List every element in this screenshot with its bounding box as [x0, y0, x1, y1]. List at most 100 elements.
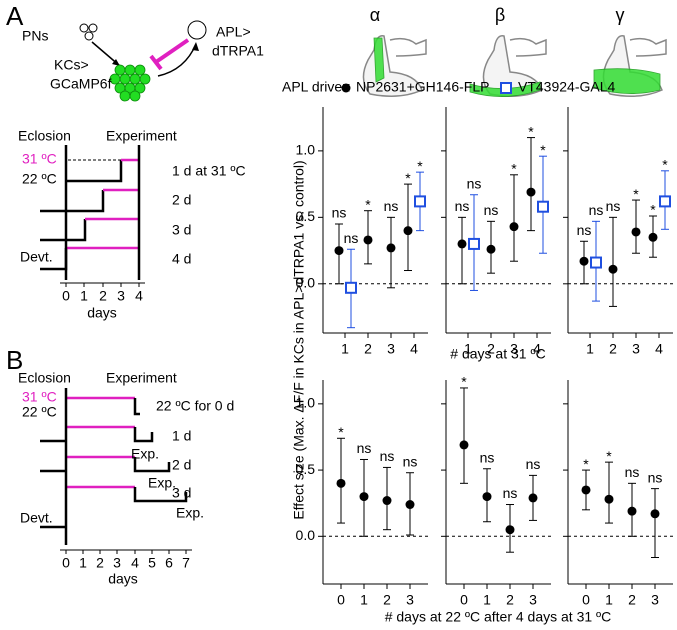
day-tick: 0 — [62, 555, 70, 571]
significance-label: * — [365, 196, 371, 212]
significance-label: ns — [589, 202, 604, 218]
significance-label: * — [606, 448, 612, 464]
point — [359, 492, 369, 502]
row-label: 1 d at 31 ºC — [172, 163, 246, 179]
experiment-label: Experiment — [106, 370, 177, 386]
day-tick: 6 — [165, 555, 173, 571]
kc-label: GCaMP6f — [50, 76, 112, 92]
days-label: days — [108, 571, 138, 587]
eclosion-label: Eclosion — [18, 128, 71, 144]
panel-label: B — [6, 345, 23, 375]
point — [631, 227, 641, 237]
point — [505, 525, 515, 535]
significance-label: * — [662, 157, 668, 173]
significance-label: ns — [332, 205, 347, 221]
significance-label: ns — [455, 198, 470, 214]
mb-icons — [362, 35, 667, 97]
point — [336, 478, 346, 488]
point — [526, 187, 536, 197]
x-tick-label: 2 — [506, 592, 514, 608]
point — [457, 239, 467, 249]
x-tick-label: 2 — [628, 592, 636, 608]
x-tick-label: 2 — [487, 341, 495, 357]
point — [334, 246, 344, 256]
significance-label: ns — [484, 202, 499, 218]
legend-marker — [500, 82, 512, 94]
row-label: 2 d — [172, 457, 191, 473]
x-axis-label: # days at 31 ºC — [450, 346, 545, 362]
point — [405, 500, 415, 510]
x-tick-label: 0 — [582, 592, 590, 608]
pns-label: PNs — [22, 28, 48, 44]
column-title: β — [495, 5, 505, 25]
mb-outline — [629, 37, 667, 57]
inhibition — [154, 38, 190, 64]
devt-label: Devt. — [20, 249, 53, 265]
y-tick-label: 0.0 — [296, 275, 316, 291]
exp-label: Exp. — [148, 475, 176, 491]
significance-label: * — [461, 374, 467, 390]
mb-lobe-highlight — [373, 37, 385, 83]
column-title: α — [370, 5, 380, 25]
x-tick-label: 4 — [410, 341, 418, 357]
point — [608, 264, 618, 274]
day-tick: 2 — [96, 555, 104, 571]
mb-lobe-highlight — [593, 68, 661, 94]
legend-label: VT43924-GAL4 — [518, 79, 615, 95]
days-axis — [60, 282, 145, 287]
day-tick: 1 — [80, 288, 88, 304]
x-tick-label: 3 — [387, 341, 395, 357]
point — [648, 232, 658, 242]
significance-label: * — [540, 142, 546, 158]
x-tick-label: 2 — [609, 341, 617, 357]
x-tick-label: 1 — [464, 341, 472, 357]
point — [627, 506, 637, 516]
y-tick-label: 0.5 — [296, 208, 316, 224]
apl-label: APL> — [216, 24, 251, 40]
exp-label: Exp. — [131, 446, 159, 462]
point — [659, 195, 671, 208]
x-tick-label: 1 — [360, 592, 368, 608]
cool-label: 22 ºC — [22, 404, 57, 420]
point — [528, 493, 538, 503]
x-tick-label: 3 — [406, 592, 414, 608]
significance-label: ns — [403, 453, 418, 469]
significance-label: * — [405, 170, 411, 186]
column-title: γ — [616, 5, 625, 25]
apl-cell — [187, 20, 207, 40]
significance-label: ns — [577, 222, 592, 238]
x-tick-label: 0 — [460, 592, 468, 608]
significance-label: ns — [384, 198, 399, 214]
x-axis-label: # days at 22 ºC after 4 days at 31 ºC — [385, 609, 612, 625]
significance-label: ns — [380, 448, 395, 464]
mb-outline — [509, 37, 547, 57]
devt-label: Devt. — [20, 510, 53, 526]
point — [581, 485, 591, 495]
significance-label: ns — [625, 464, 640, 480]
x-tick-label: 2 — [383, 592, 391, 608]
significance-label: ns — [526, 456, 541, 472]
significance-label: * — [583, 456, 589, 472]
apl-label: dTRPA1 — [212, 43, 264, 59]
x-tick-label: 0 — [337, 592, 345, 608]
hot-label: 31 ºC — [22, 151, 57, 167]
cool-label: 22 ºC — [22, 171, 57, 187]
row-label: 1 d — [172, 428, 191, 444]
x-tick-label: 1 — [483, 592, 491, 608]
day-tick: 3 — [113, 555, 121, 571]
point — [650, 509, 660, 519]
point — [403, 226, 413, 236]
point — [482, 492, 492, 502]
day-tick: 1 — [79, 555, 87, 571]
day-tick: 5 — [148, 555, 156, 571]
y-tick-label: 1.0 — [296, 142, 316, 158]
exp-label: Exp. — [176, 505, 204, 521]
eclosion-label: Eclosion — [18, 370, 71, 386]
significance-label: ns — [648, 469, 663, 485]
significance-label: * — [633, 186, 639, 202]
legend-label: NP2631+GH146-FLP — [356, 79, 489, 95]
significance-label: ns — [480, 449, 495, 465]
point — [414, 195, 426, 208]
day-tick: 4 — [135, 288, 143, 304]
y-axis-label: Effect size (Max. ΔF/F in KCs in APL>dTR… — [291, 160, 307, 519]
